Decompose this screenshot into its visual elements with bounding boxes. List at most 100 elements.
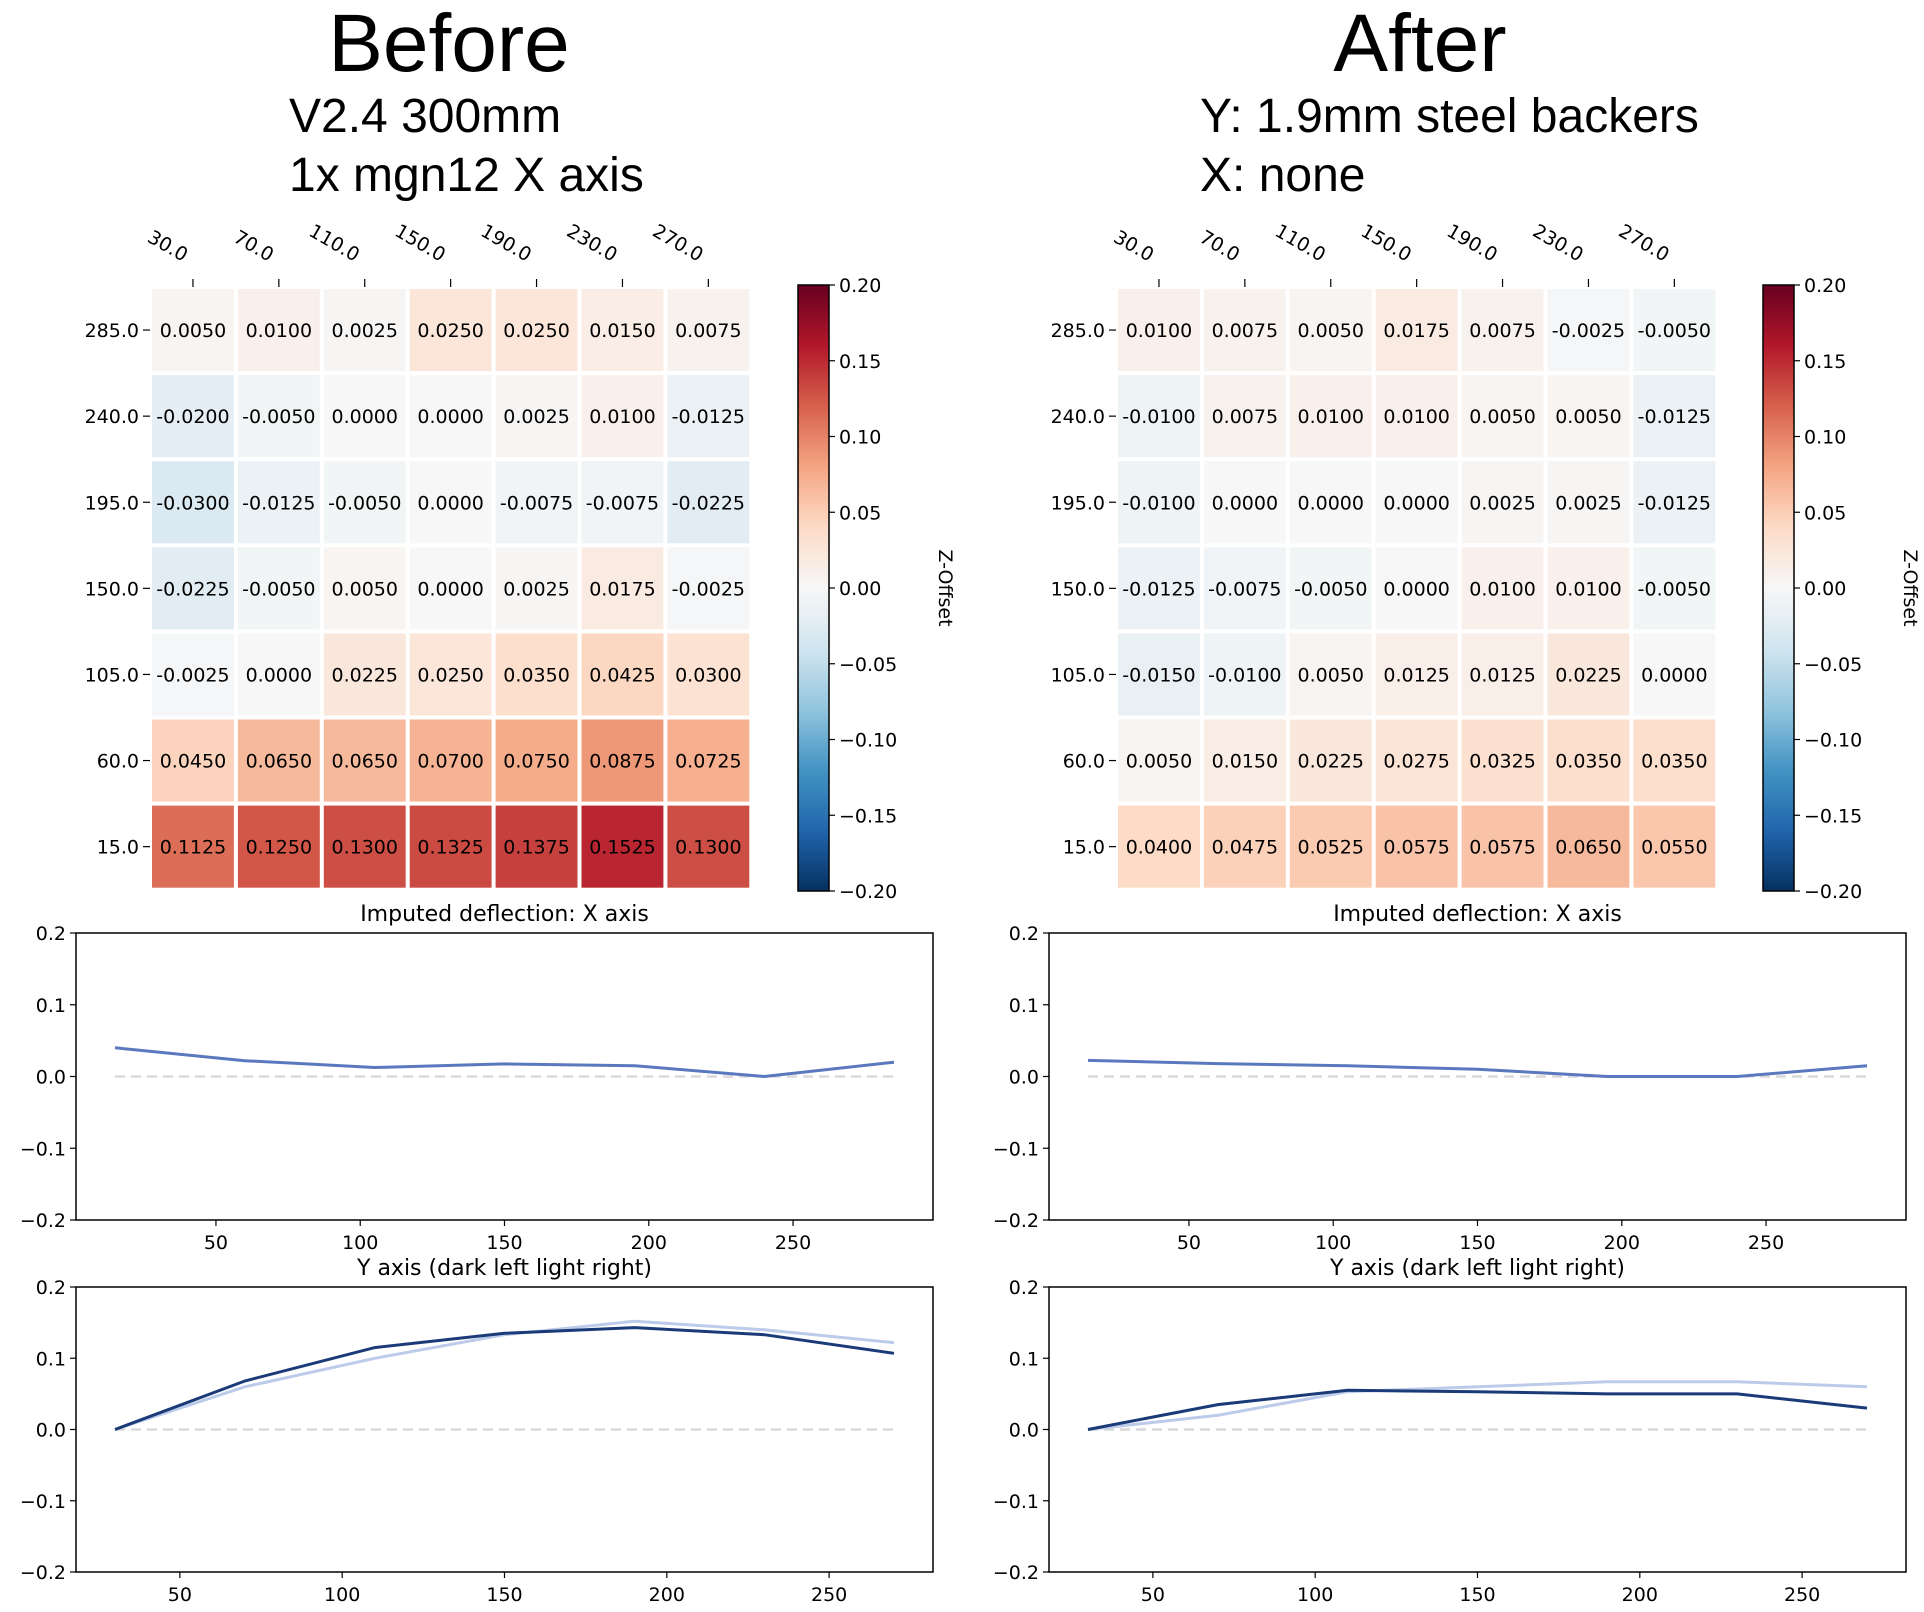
cell-value-label: 0.0250 [417,320,483,342]
y-tick-label: 285.0 [85,320,139,342]
cell-value-label: 0.0325 [1469,751,1535,773]
x-tick-label: 200 [1622,1584,1658,1606]
heatmap-cell [323,461,406,544]
colorbar-tick-label: −0.15 [839,805,897,827]
heatmap-cell [581,805,664,888]
heatmap-cell [1633,547,1716,630]
cell-value-label: 0.0075 [1212,406,1278,428]
heatmap-cell [1547,547,1630,630]
heatmap-after: 0.0100 0.0075 0.0050 0.0175 0.0075 -0.0025 -0.… [1051,220,1921,903]
cell-value-label: 0.0650 [246,751,312,773]
x-tick-label: 150 [1459,1232,1495,1254]
cell-value-label: -0.0225 [156,578,229,600]
heatmap-cell [152,547,234,630]
series-line-1 [114,1046,895,1079]
cell-value-label: 0.0050 [1555,406,1621,428]
y-tick-label: −0.2 [20,1562,66,1584]
colorbar-label: Z-Offset [934,549,956,626]
cell-value-label: 0.0350 [1555,751,1621,773]
cell-value-label: -0.0150 [1122,664,1195,686]
cell-value-label: 0.0225 [332,664,398,686]
after-subtitle-line-1: Y: 1.9mm steel backers [1200,90,1699,143]
colorbar-tick-label: 0.20 [1804,275,1846,297]
heatmap-cell [1118,375,1200,458]
cell-value-label: 0.0225 [1298,751,1364,773]
line-chart-after-x-axis: Imputed deflection: X axis 50 100 150 200 250… [993,902,1907,1254]
cell-value-label: 0.1325 [417,837,483,859]
x-tick-label: 50 [1141,1584,1165,1606]
cell-value-label: -0.0200 [156,406,229,428]
cell-value-label: 0.0875 [589,751,655,773]
cell-value-label: 0.0000 [1383,578,1449,600]
colorbar [797,284,830,892]
heatmap-cell [1203,633,1286,716]
cell-value-label: 0.0125 [1469,664,1535,686]
cell-value-label: 0.0075 [1469,320,1535,342]
x-tick-label: 250 [1748,1232,1784,1254]
heatmap-cell [581,289,664,372]
heatmap-cell [1633,633,1716,716]
cell-value-label: 0.0025 [1469,492,1535,514]
cell-value-label: 0.0025 [1555,492,1621,514]
series-line-1 [1087,1380,1868,1431]
heatmap-cell [495,719,578,802]
cell-value-label: 0.0000 [417,406,483,428]
heatmap-cell [1118,633,1200,716]
cell-value-label: -0.0075 [500,492,573,514]
heatmap-cell [1547,461,1630,544]
x-tick-label: 150 [486,1584,522,1606]
heatmap-cell [1203,375,1286,458]
x-tick-label: 50 [1177,1232,1201,1254]
heatmap-cell [667,719,750,802]
after-title: After [1333,0,1506,89]
y-tick-label: 0.0 [1009,1420,1039,1442]
heatmap-cell [1461,633,1544,716]
heatmap-cell [409,289,492,372]
cell-value-label: 0.0000 [1212,492,1278,514]
heatmap-cell [237,547,320,630]
colorbar-tick-label: −0.05 [1804,654,1862,676]
cell-value-label: 0.0400 [1126,837,1192,859]
heatmap-cell [1547,289,1630,372]
heatmap-cell [323,375,406,458]
cell-value-label: 0.0525 [1298,837,1364,859]
colorbar-tick-label: −0.15 [1804,805,1862,827]
cell-value-label: 0.0300 [675,664,741,686]
heatmap-cell [1203,461,1286,544]
heatmap-cell [237,375,320,458]
heatmap-cell [1375,805,1458,888]
cell-value-label: 0.1300 [332,837,398,859]
heatmap-cell [1375,289,1458,372]
x-tick-label: 250 [811,1584,847,1606]
heatmap-cell [1203,805,1286,888]
cell-value-label: 0.0000 [1298,492,1364,514]
heatmap-cell [1547,375,1630,458]
cell-value-label: 0.0000 [417,578,483,600]
heatmap-cell [1375,633,1458,716]
colorbar-tick-label: 0.10 [1804,427,1846,449]
heatmap-cell [409,375,492,458]
cell-value-label: -0.0125 [1638,406,1711,428]
heatmap-cell [1461,289,1544,372]
heatmap-cell [581,633,664,716]
heatmap-cell [1118,547,1200,630]
x-tick-label: 30.0 [144,226,192,266]
y-tick-label: 0.1 [1009,995,1039,1017]
before-subtitle-line-1: V2.4 300mm [289,90,561,143]
cell-value-label: -0.0050 [242,406,315,428]
cell-value-label: 0.0025 [332,320,398,342]
heatmap-cell [1633,719,1716,802]
heatmap-cell [1203,719,1286,802]
heatmap-cell [323,633,406,716]
line-chart-before-x-axis: Imputed deflection: X axis 50 100 150 200 250… [20,902,934,1254]
cell-value-label: 0.0725 [675,751,741,773]
heatmap-cell [1375,547,1458,630]
heatmap-cell [237,805,320,888]
cell-value-label: 0.0275 [1383,751,1449,773]
y-tick-label: −0.2 [20,1210,66,1232]
x-tick-label: 150.0 [1357,220,1415,266]
heatmap-cell [323,719,406,802]
heatmap-cell [1461,375,1544,458]
heatmap-cell [495,289,578,372]
x-tick-label: 150 [1459,1584,1495,1606]
